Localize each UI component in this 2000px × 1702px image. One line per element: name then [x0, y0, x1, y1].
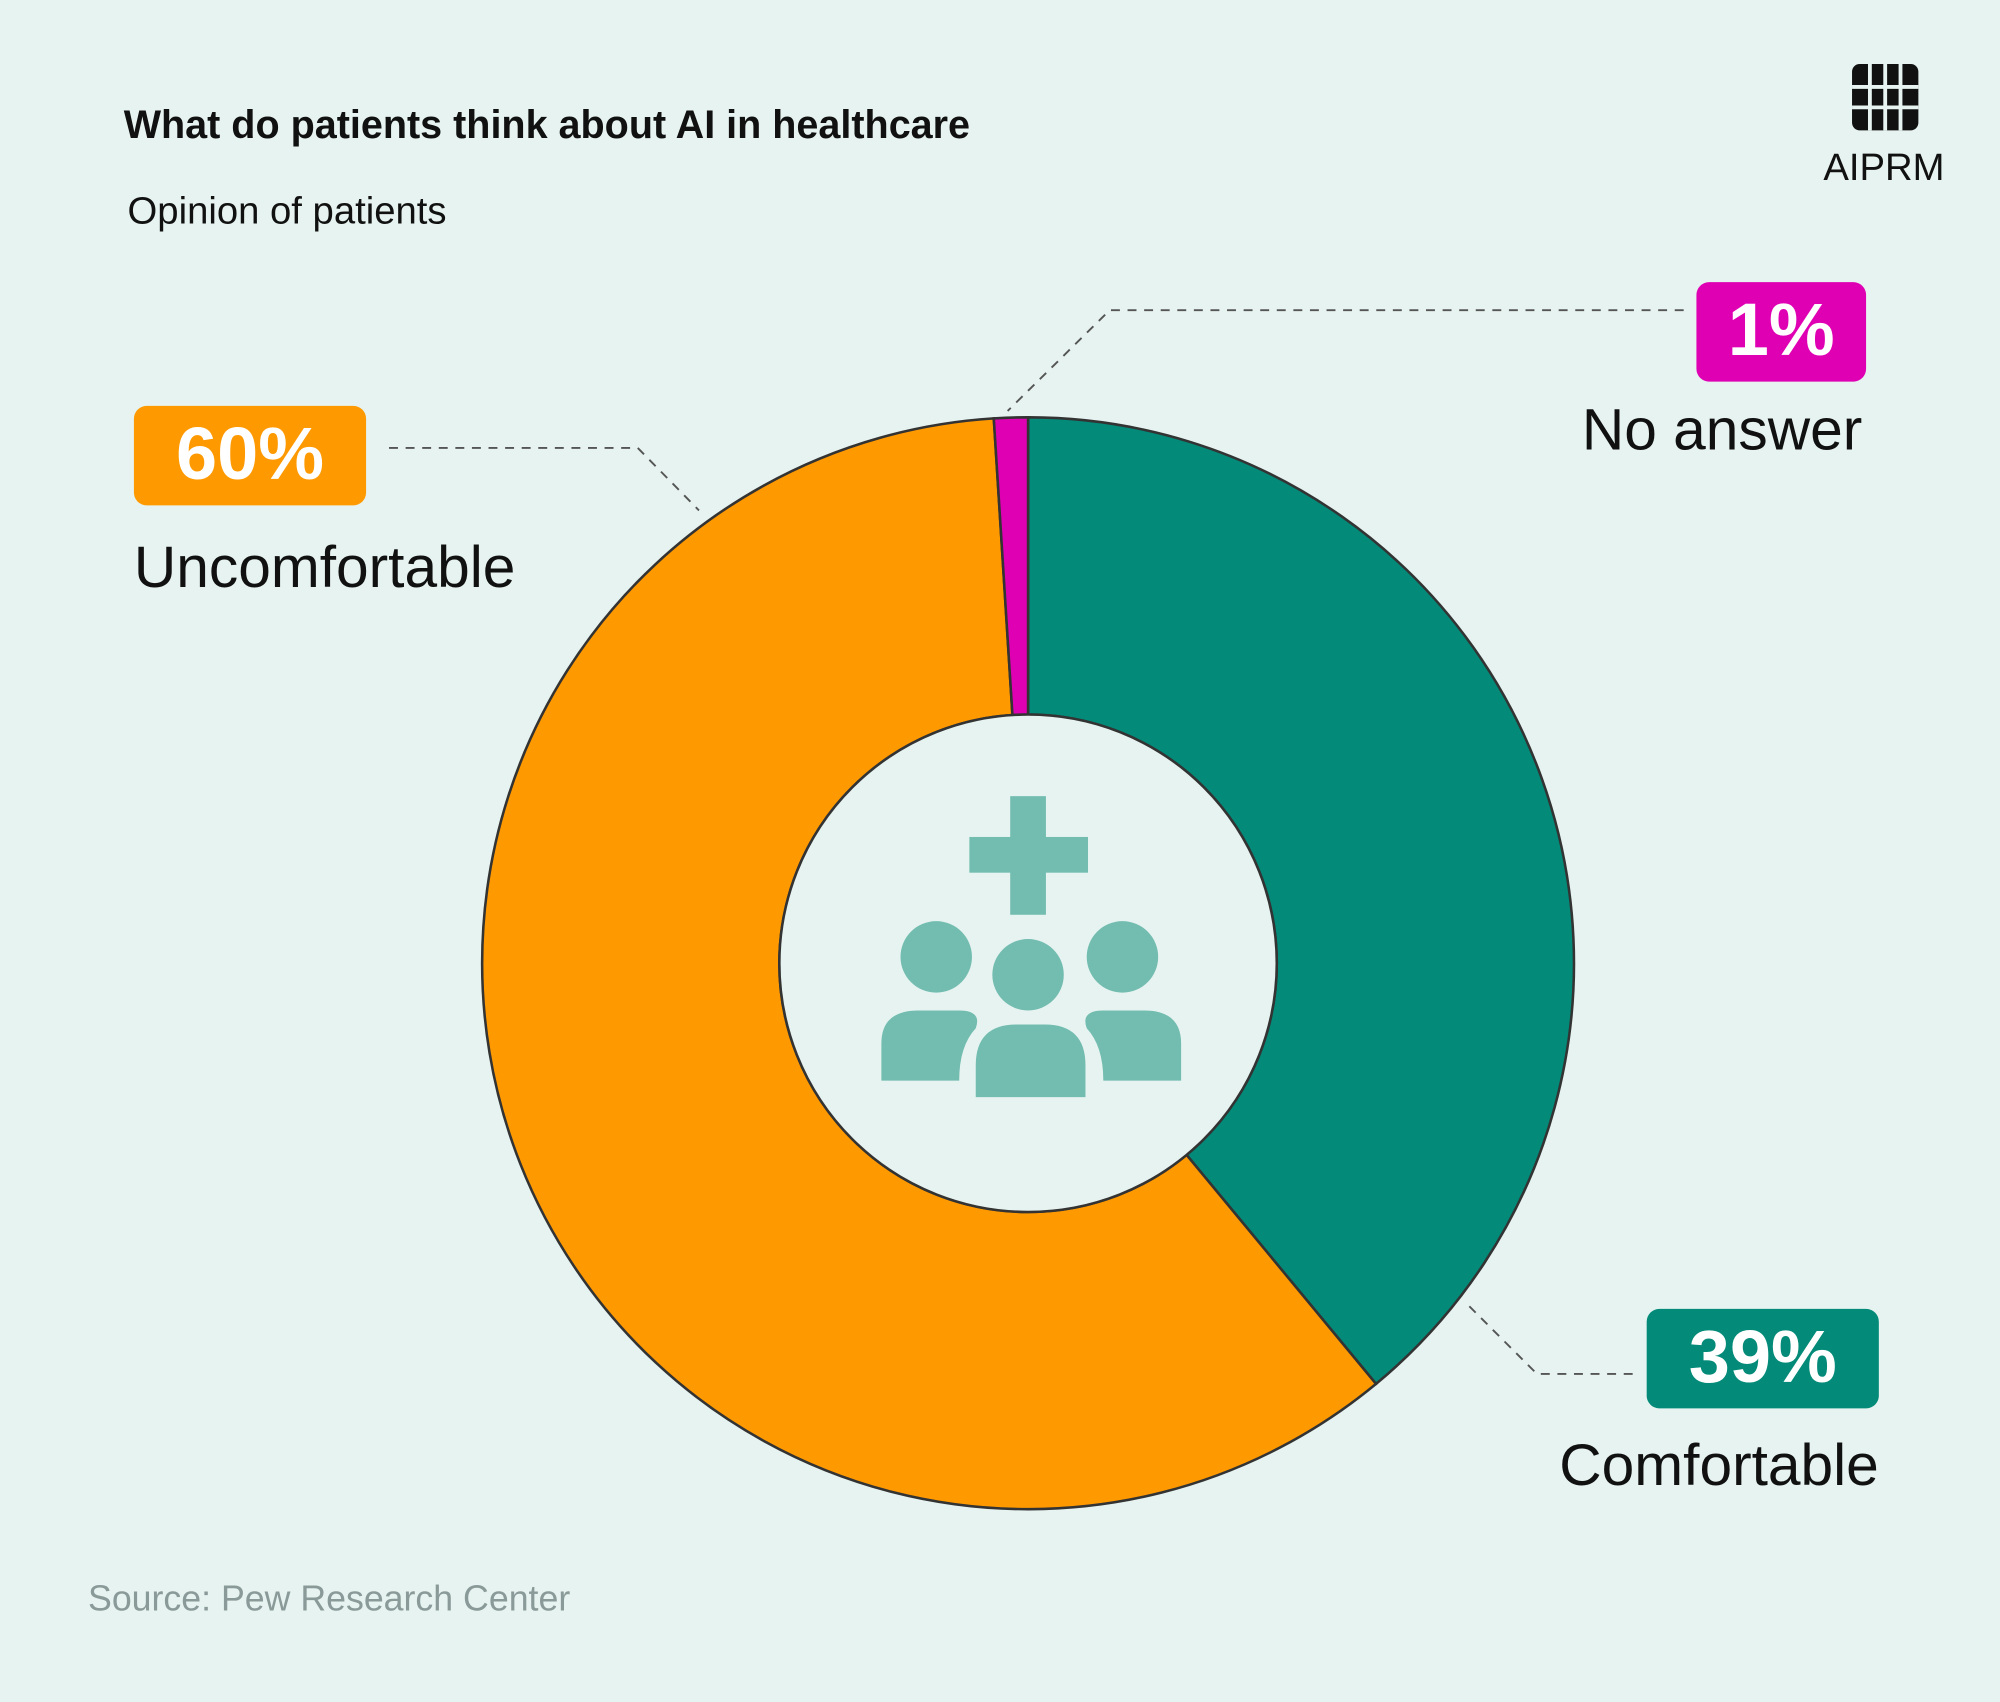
center-icon: [881, 796, 1182, 1098]
leader-line: [389, 446, 700, 512]
value-label: 60%: [176, 412, 324, 495]
logo-icon: [1852, 64, 1919, 131]
chart-subtitle: Opinion of patients: [128, 189, 447, 232]
leader-line: [1006, 309, 1684, 412]
value-label: 39%: [1689, 1315, 1837, 1398]
logo-text: AIPRM: [1823, 146, 1944, 189]
chart-title: What do patients think about AI in healt…: [124, 103, 970, 147]
value-label: 1%: [1728, 288, 1835, 371]
source: Source: Pew Research Center: [88, 1578, 570, 1618]
value-label-box: [1646, 1308, 1879, 1409]
value-label-box: [133, 405, 367, 506]
category-label: Uncomfortable: [134, 535, 515, 600]
category-label: No answer: [1582, 397, 1862, 462]
value-label-box: [1696, 282, 1867, 382]
category-label: Comfortable: [1559, 1433, 1879, 1498]
